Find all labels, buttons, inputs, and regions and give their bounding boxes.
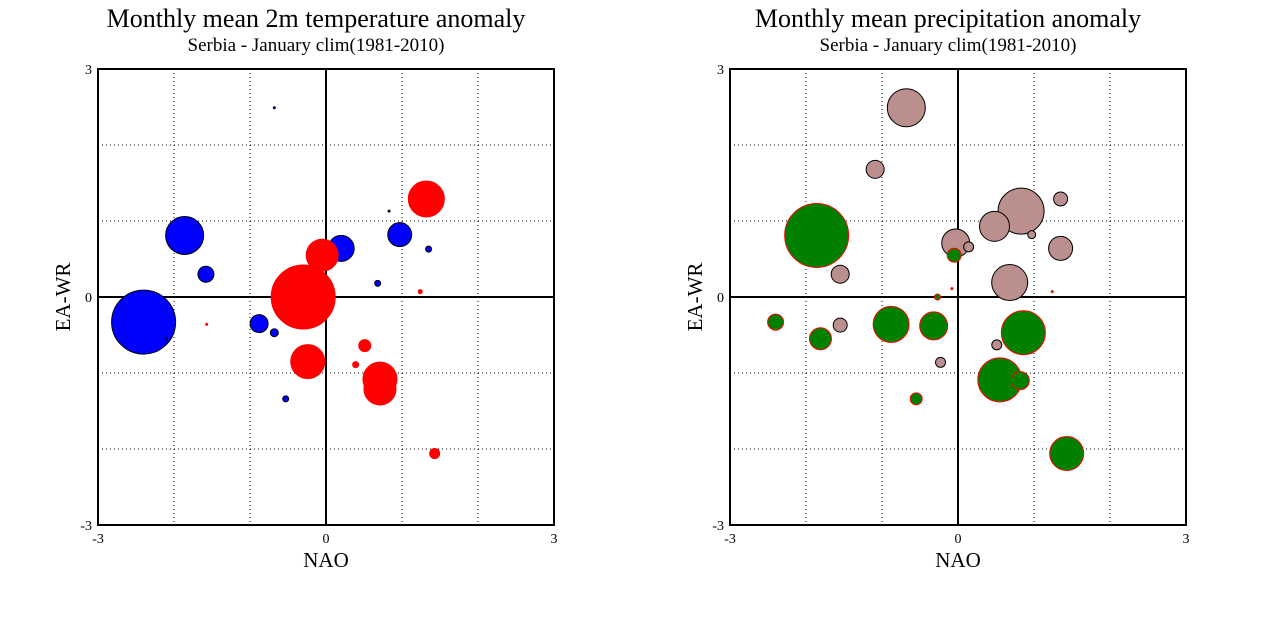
y-tick-label: 0: [85, 291, 92, 306]
y-axis-label: EA-WR: [51, 263, 75, 332]
data-point-cold: [272, 106, 276, 110]
data-point-warm: [352, 361, 360, 369]
data-point-dry: [832, 317, 848, 333]
data-point-dry: [991, 264, 1029, 302]
data-point-wet: [933, 293, 941, 301]
y-tick-label: 3: [85, 63, 92, 78]
x-axis-label: NAO: [303, 548, 349, 572]
data-point-cold: [197, 265, 215, 283]
data-point-warm: [270, 264, 336, 330]
data-point-warm: [417, 289, 423, 295]
data-point-dry: [886, 88, 926, 128]
plot-frame: [97, 68, 555, 526]
data-point-dry: [991, 339, 1003, 351]
data-point-cold: [425, 245, 433, 253]
temperature-plot: -3 0 3 3 0 -3 NAO EA-WR: [51, 63, 558, 572]
data-point-dry: [997, 187, 1045, 235]
data-point-warm: [363, 372, 397, 406]
data-point-wet: [909, 392, 923, 406]
x-tick-label: -3: [724, 532, 736, 547]
data-point-dry: [935, 356, 947, 368]
data-point-wet: [1049, 436, 1085, 472]
data-point-wet: [784, 202, 850, 268]
chart-title: Monthly mean 2m temperature anomaly: [106, 4, 526, 33]
data-point-dry: [1048, 235, 1074, 261]
data-point-warm: [407, 180, 445, 218]
data-point-wet: [767, 313, 785, 331]
chart-subtitle: Serbia - January clim(1981-2010): [187, 35, 445, 56]
x-axis-label: NAO: [935, 548, 981, 572]
y-tick-label: 3: [717, 63, 724, 78]
data-point-warm: [305, 238, 339, 272]
y-tick-label: -3: [712, 519, 724, 534]
data-point-wet: [1000, 310, 1046, 356]
temperature-panel: Monthly mean 2m temperature anomaly Serb…: [51, 4, 558, 572]
x-tick-label: 0: [955, 532, 962, 547]
data-point-dry: [1053, 191, 1069, 207]
data-point-dry: [865, 159, 885, 179]
x-tick-label: -3: [92, 532, 104, 547]
data-point-cold: [387, 222, 413, 248]
chart-title: Monthly mean precipitation anomaly: [754, 4, 1142, 33]
data-point-wet: [946, 247, 962, 263]
y-tick-label: 0: [717, 291, 724, 306]
data-point-cold: [387, 209, 391, 213]
data-point-cold: [249, 314, 269, 334]
plot-frame: [729, 68, 1187, 526]
data-point-warm: [358, 339, 372, 353]
data-point-cold: [282, 395, 290, 403]
chart-subtitle: Serbia - January clim(1981-2010): [819, 35, 1077, 56]
x-tick-label: 3: [551, 532, 558, 547]
data-point-cold: [374, 279, 382, 287]
data-point-wet: [1050, 290, 1054, 294]
x-tick-label: 3: [1183, 532, 1190, 547]
x-tick-label: 0: [323, 532, 330, 547]
precipitation-panel: Monthly mean precipitation anomaly Serbi…: [632, 0, 1264, 622]
data-point-warm: [290, 344, 326, 380]
data-point-dry: [1027, 230, 1037, 240]
data-point-wet: [950, 287, 954, 291]
data-point-wet: [808, 327, 832, 351]
y-tick-label: -3: [80, 519, 92, 534]
data-point-wet: [919, 311, 949, 341]
data-point-warm: [205, 322, 209, 326]
data-point-wet: [872, 305, 910, 343]
data-point-dry: [978, 210, 1010, 242]
data-point-dry: [963, 241, 975, 253]
precipitation-plot: -3 0 3 3 0 -3 NAO EA-WR: [683, 63, 1190, 572]
data-point-dry: [830, 264, 850, 284]
y-axis-label: EA-WR: [683, 263, 707, 332]
data-point-cold: [269, 328, 279, 338]
data-point-cold: [165, 215, 205, 255]
data-point-warm: [429, 448, 441, 460]
data-point-wet: [1010, 371, 1030, 391]
data-point-cold: [164, 337, 168, 341]
data-point-cold: [111, 289, 177, 355]
